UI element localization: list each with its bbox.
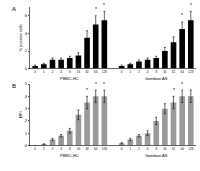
svg-text:128: 128 [102, 147, 107, 151]
svg-text:*: * [103, 2, 105, 8]
svg-text:32: 32 [172, 147, 176, 151]
svg-text:32: 32 [85, 70, 89, 74]
svg-text:B: B [12, 83, 16, 89]
svg-text:1: 1 [43, 147, 45, 151]
svg-text:1: 1 [43, 70, 45, 74]
svg-text:*: * [181, 12, 183, 18]
svg-text:6: 6 [25, 13, 28, 18]
svg-text:4: 4 [25, 94, 28, 99]
svg-text:4: 4 [60, 147, 62, 151]
svg-text:64: 64 [94, 147, 98, 151]
svg-text:8: 8 [69, 70, 71, 74]
svg-text:0: 0 [121, 147, 123, 151]
svg-text:128: 128 [188, 70, 193, 74]
svg-text:0: 0 [34, 70, 36, 74]
svg-text:% positive cells: % positive cells [18, 24, 23, 51]
svg-text:4: 4 [147, 70, 149, 74]
svg-text:16: 16 [163, 147, 167, 151]
svg-text:2: 2 [138, 147, 140, 151]
svg-text:Gambian AS: Gambian AS [145, 76, 168, 81]
svg-text:2: 2 [25, 48, 28, 53]
svg-text:*: * [95, 81, 97, 87]
svg-text:1: 1 [129, 70, 131, 74]
svg-text:*: * [181, 81, 183, 87]
svg-text:8: 8 [155, 147, 157, 151]
svg-text:16: 16 [77, 70, 81, 74]
svg-text:1: 1 [129, 147, 131, 151]
svg-text:*: * [190, 2, 192, 8]
svg-text:32: 32 [85, 147, 89, 151]
svg-text:Gambian AS: Gambian AS [145, 153, 168, 158]
svg-text:16: 16 [77, 147, 81, 151]
svg-text:A: A [12, 6, 16, 12]
svg-text:5: 5 [25, 81, 28, 86]
svg-text:64: 64 [180, 147, 184, 151]
svg-text:0: 0 [25, 66, 28, 71]
svg-text:4: 4 [147, 147, 149, 151]
svg-text:2: 2 [138, 70, 140, 74]
svg-text:*: * [173, 87, 175, 93]
svg-text:0: 0 [34, 147, 36, 151]
svg-text:4: 4 [25, 31, 28, 36]
svg-text:128: 128 [102, 70, 107, 74]
svg-text:0: 0 [25, 143, 28, 148]
svg-text:8: 8 [155, 70, 157, 74]
svg-text:64: 64 [180, 70, 184, 74]
svg-text:32: 32 [172, 70, 176, 74]
svg-text:64: 64 [94, 70, 98, 74]
svg-text:2: 2 [52, 147, 54, 151]
svg-text:8: 8 [69, 147, 71, 151]
svg-text:2: 2 [25, 118, 28, 123]
svg-text:MFI: MFI [18, 111, 23, 118]
svg-text:16: 16 [163, 70, 167, 74]
svg-text:4: 4 [60, 70, 62, 74]
svg-text:2: 2 [52, 70, 54, 74]
svg-text:0: 0 [121, 70, 123, 74]
svg-text:128: 128 [188, 147, 193, 151]
svg-text:*: * [95, 6, 97, 12]
svg-text:3: 3 [25, 106, 28, 111]
svg-text:1: 1 [25, 131, 28, 136]
svg-text:PBMC-HC: PBMC-HC [60, 153, 79, 158]
svg-text:*: * [103, 81, 105, 87]
svg-text:PBMC-HC: PBMC-HC [60, 76, 79, 81]
svg-text:*: * [86, 87, 88, 93]
